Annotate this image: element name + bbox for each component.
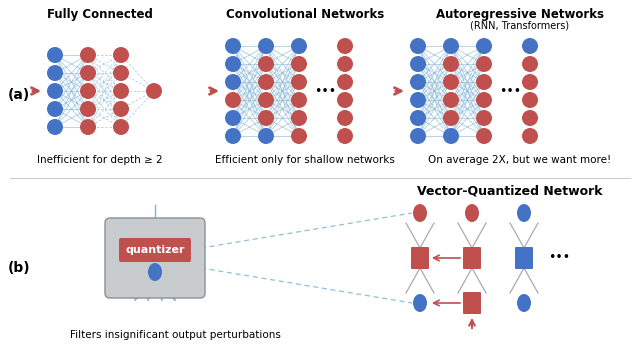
Circle shape bbox=[113, 65, 129, 81]
Circle shape bbox=[410, 128, 426, 144]
Circle shape bbox=[410, 110, 426, 126]
Ellipse shape bbox=[517, 204, 531, 222]
Ellipse shape bbox=[465, 204, 479, 222]
Circle shape bbox=[80, 65, 96, 81]
Circle shape bbox=[443, 128, 459, 144]
Circle shape bbox=[410, 74, 426, 90]
Circle shape bbox=[522, 56, 538, 72]
FancyBboxPatch shape bbox=[119, 238, 191, 262]
FancyBboxPatch shape bbox=[105, 218, 205, 298]
FancyBboxPatch shape bbox=[463, 247, 481, 269]
Circle shape bbox=[113, 83, 129, 99]
Circle shape bbox=[225, 128, 241, 144]
Circle shape bbox=[476, 110, 492, 126]
Circle shape bbox=[258, 38, 274, 54]
Circle shape bbox=[476, 128, 492, 144]
Circle shape bbox=[258, 92, 274, 108]
Text: Vector-Quantized Network: Vector-Quantized Network bbox=[417, 185, 603, 198]
Circle shape bbox=[291, 110, 307, 126]
Circle shape bbox=[80, 119, 96, 135]
Circle shape bbox=[337, 110, 353, 126]
Circle shape bbox=[258, 110, 274, 126]
Circle shape bbox=[476, 74, 492, 90]
Circle shape bbox=[337, 74, 353, 90]
Circle shape bbox=[410, 56, 426, 72]
Circle shape bbox=[291, 74, 307, 90]
Circle shape bbox=[291, 92, 307, 108]
Text: Efficient only for shallow networks: Efficient only for shallow networks bbox=[215, 155, 395, 165]
Circle shape bbox=[337, 56, 353, 72]
Circle shape bbox=[291, 128, 307, 144]
FancyBboxPatch shape bbox=[515, 247, 533, 269]
Text: Filters insignificant output perturbations: Filters insignificant output perturbatio… bbox=[70, 330, 280, 340]
Circle shape bbox=[113, 101, 129, 117]
Circle shape bbox=[476, 56, 492, 72]
Circle shape bbox=[337, 92, 353, 108]
Circle shape bbox=[80, 47, 96, 63]
Text: On average 2X, but we want more!: On average 2X, but we want more! bbox=[428, 155, 612, 165]
Circle shape bbox=[476, 92, 492, 108]
Ellipse shape bbox=[413, 204, 427, 222]
Circle shape bbox=[522, 110, 538, 126]
Text: •••: ••• bbox=[548, 252, 570, 265]
Circle shape bbox=[47, 101, 63, 117]
Circle shape bbox=[113, 119, 129, 135]
Text: (b): (b) bbox=[8, 261, 31, 275]
Circle shape bbox=[443, 110, 459, 126]
Circle shape bbox=[225, 74, 241, 90]
Circle shape bbox=[47, 47, 63, 63]
Text: (a): (a) bbox=[8, 88, 30, 102]
Circle shape bbox=[47, 65, 63, 81]
Ellipse shape bbox=[148, 263, 162, 281]
Circle shape bbox=[443, 74, 459, 90]
Circle shape bbox=[443, 92, 459, 108]
Text: Autoregressive Networks: Autoregressive Networks bbox=[436, 8, 604, 21]
Circle shape bbox=[337, 128, 353, 144]
Circle shape bbox=[47, 83, 63, 99]
Text: •••: ••• bbox=[314, 84, 336, 98]
Circle shape bbox=[522, 128, 538, 144]
Circle shape bbox=[258, 128, 274, 144]
Circle shape bbox=[146, 83, 162, 99]
Circle shape bbox=[337, 38, 353, 54]
Circle shape bbox=[225, 110, 241, 126]
Circle shape bbox=[522, 74, 538, 90]
Circle shape bbox=[291, 38, 307, 54]
Circle shape bbox=[410, 92, 426, 108]
Circle shape bbox=[113, 47, 129, 63]
Ellipse shape bbox=[413, 294, 427, 312]
Circle shape bbox=[410, 38, 426, 54]
Circle shape bbox=[476, 38, 492, 54]
Text: Convolutional Networks: Convolutional Networks bbox=[226, 8, 384, 21]
Circle shape bbox=[225, 56, 241, 72]
FancyBboxPatch shape bbox=[411, 247, 429, 269]
Text: Inefficient for depth ≥ 2: Inefficient for depth ≥ 2 bbox=[37, 155, 163, 165]
Circle shape bbox=[522, 92, 538, 108]
Text: quantizer: quantizer bbox=[125, 245, 185, 255]
Circle shape bbox=[443, 38, 459, 54]
FancyBboxPatch shape bbox=[463, 292, 481, 314]
Circle shape bbox=[522, 38, 538, 54]
Text: (RNN, Transformers): (RNN, Transformers) bbox=[470, 20, 570, 30]
Circle shape bbox=[225, 92, 241, 108]
Ellipse shape bbox=[517, 294, 531, 312]
Circle shape bbox=[47, 119, 63, 135]
Circle shape bbox=[258, 74, 274, 90]
Circle shape bbox=[80, 83, 96, 99]
Text: Fully Connected: Fully Connected bbox=[47, 8, 153, 21]
Text: •••: ••• bbox=[499, 84, 521, 98]
Circle shape bbox=[80, 101, 96, 117]
Circle shape bbox=[258, 56, 274, 72]
Circle shape bbox=[225, 38, 241, 54]
Circle shape bbox=[443, 56, 459, 72]
Circle shape bbox=[291, 56, 307, 72]
